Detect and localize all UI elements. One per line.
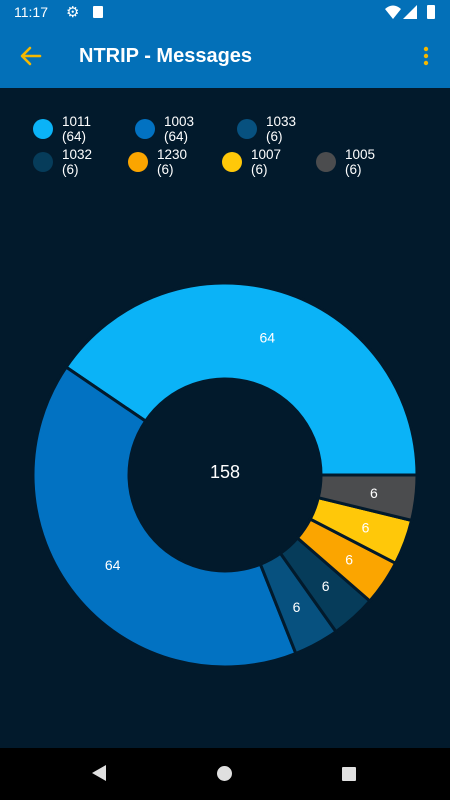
status-bar: 11:17 ⚙ bbox=[0, 0, 450, 24]
legend-label: 1005 (6) bbox=[345, 147, 376, 177]
legend-swatch bbox=[135, 119, 155, 139]
nav-home-icon[interactable] bbox=[217, 766, 232, 781]
nav-back-icon[interactable] bbox=[92, 765, 106, 781]
legend-label: 1230 (6) bbox=[157, 147, 188, 177]
legend-swatch bbox=[237, 119, 257, 139]
slice-value-label: 6 bbox=[322, 578, 330, 594]
legend-swatch bbox=[128, 152, 148, 172]
legend-label: 1032 (6) bbox=[62, 147, 93, 177]
arrow-left-icon[interactable] bbox=[18, 43, 44, 69]
legend-item: 1005 (6) bbox=[316, 147, 375, 177]
legend-item: 1003 (64) bbox=[135, 114, 194, 144]
more-vert-icon[interactable] bbox=[416, 44, 436, 68]
legend-label: 1033 (6) bbox=[266, 114, 297, 144]
legend-label: 1003 (64) bbox=[164, 114, 195, 144]
slice-value-label: 64 bbox=[260, 329, 276, 345]
legend-swatch bbox=[222, 152, 242, 172]
nav-recents-icon[interactable] bbox=[342, 767, 356, 781]
battery-icon bbox=[427, 5, 435, 19]
legend-swatch bbox=[33, 152, 53, 172]
legend-item: 1011 (64) bbox=[33, 114, 91, 144]
page-title: NTRIP - Messages bbox=[79, 45, 253, 67]
slice-1011[interactable] bbox=[64, 281, 419, 477]
legend-label: 1007 (6) bbox=[251, 147, 282, 177]
legend-swatch bbox=[316, 152, 336, 172]
legend-item: 1007 (6) bbox=[222, 147, 281, 177]
sd-card-icon bbox=[93, 6, 103, 18]
slice-value-label: 64 bbox=[105, 557, 121, 573]
slice-1005[interactable] bbox=[316, 473, 419, 523]
status-time: 11:17 bbox=[14, 4, 48, 20]
cell-signal-icon bbox=[403, 5, 417, 19]
gear-icon: ⚙ bbox=[66, 4, 80, 21]
wifi-icon bbox=[385, 5, 401, 19]
slice-value-label: 6 bbox=[345, 551, 353, 567]
slice-value-label: 6 bbox=[362, 520, 370, 536]
slice-value-label: 6 bbox=[370, 485, 378, 501]
slice-1003[interactable] bbox=[31, 365, 298, 669]
system-nav-bar bbox=[0, 748, 450, 800]
legend-swatch bbox=[33, 119, 53, 139]
legend-item: 1033 (6) bbox=[237, 114, 296, 144]
legend-item: 1230 (6) bbox=[128, 147, 187, 177]
slice-value-label: 6 bbox=[293, 599, 301, 615]
legend-item: 1032 (6) bbox=[33, 147, 92, 177]
app-bar: NTRIP - Messages bbox=[0, 24, 450, 88]
legend-label: 1011 (64) bbox=[62, 114, 92, 144]
chart-center-total: 158 bbox=[209, 462, 241, 482]
